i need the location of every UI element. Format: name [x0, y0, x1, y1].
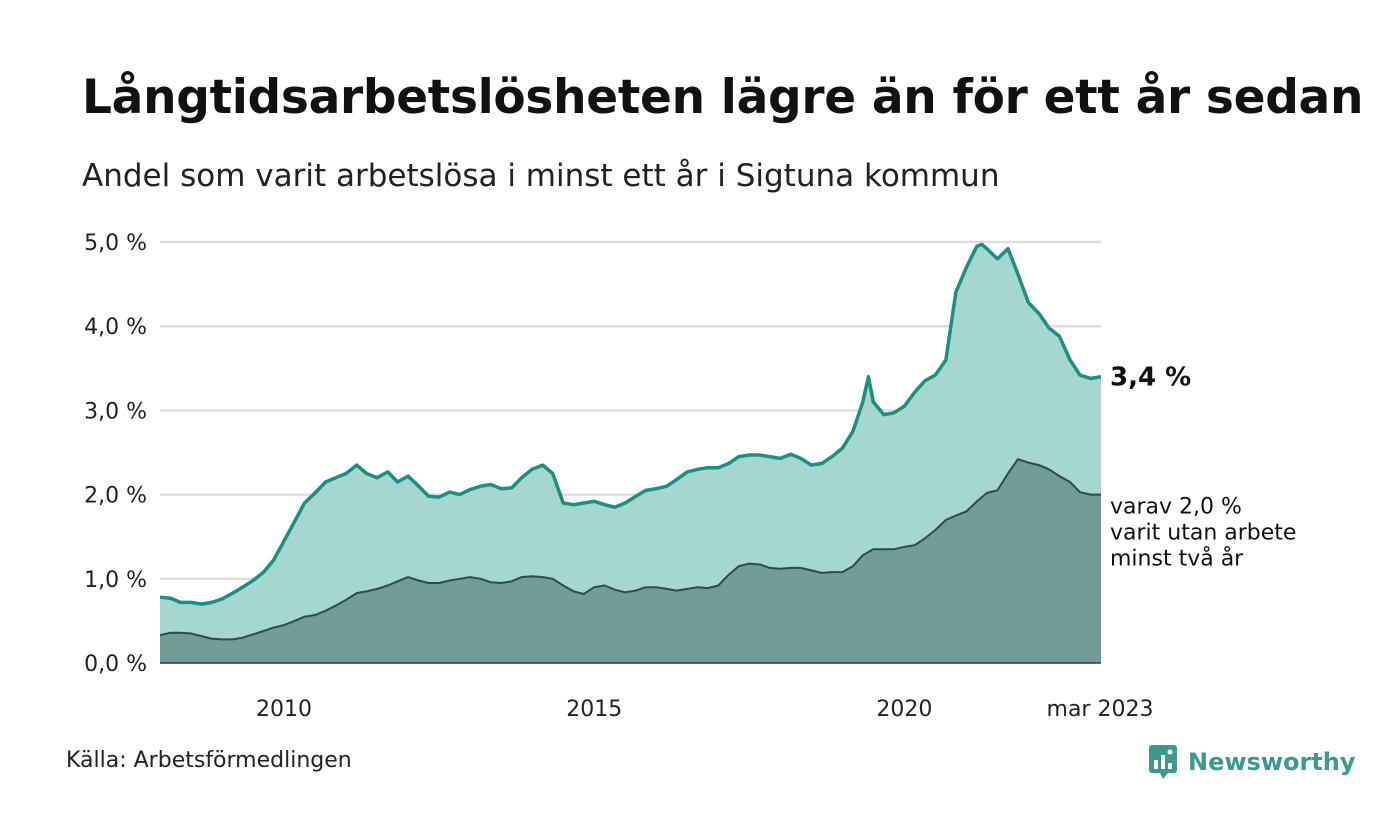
chart-subtitle: Andel som varit arbetslösa i minst ett å…: [82, 158, 1000, 194]
end-label-series-2-line: varit utan arbete: [1110, 521, 1296, 546]
end-label-series-1: 3,4 %: [1110, 363, 1191, 393]
series-minst-ett-ar-line: [159, 242, 1102, 606]
y-tick-label: 0,0 %: [84, 652, 147, 677]
series-minst-tva-ar-area: [160, 459, 1101, 663]
brand-name: Newsworthy: [1188, 748, 1356, 776]
series-minst-tva-ar-line: [159, 458, 1101, 641]
source-note: Källa: Arbetsförmedlingen: [66, 748, 352, 773]
x-tick-label: mar 2023: [1047, 697, 1154, 722]
y-axis-tick-labels: 0,0 % 1,0 % 2,0 % 3,0 % 4,0 % 5,0 %: [84, 231, 147, 677]
bar-chart-speech-bubble-icon: [1149, 745, 1177, 779]
y-tick-label: 3,0 %: [84, 399, 147, 424]
y-tick-label: 2,0 %: [84, 484, 147, 509]
x-tick-label: 2010: [256, 697, 312, 722]
x-tick-label: 2020: [876, 697, 932, 722]
y-tick-label: 5,0 %: [84, 231, 147, 256]
chart-areas: [160, 244, 1101, 663]
y-tick-label: 1,0 %: [84, 568, 147, 593]
chart-title: Långtidsarbetslösheten lägre än för ett …: [82, 70, 1364, 125]
y-tick-label: 4,0 %: [84, 315, 147, 340]
end-label-series-2-line: varav 2,0 %: [1110, 495, 1242, 520]
brand-logo[interactable]: Newsworthy: [1148, 742, 1356, 782]
x-tick-label: 2015: [566, 697, 622, 722]
end-label-series-2-line: minst två år: [1110, 546, 1244, 572]
x-axis-tick-labels: 2010 2015 2020 mar 2023: [256, 697, 1153, 722]
chart-lines: [159, 242, 1102, 664]
